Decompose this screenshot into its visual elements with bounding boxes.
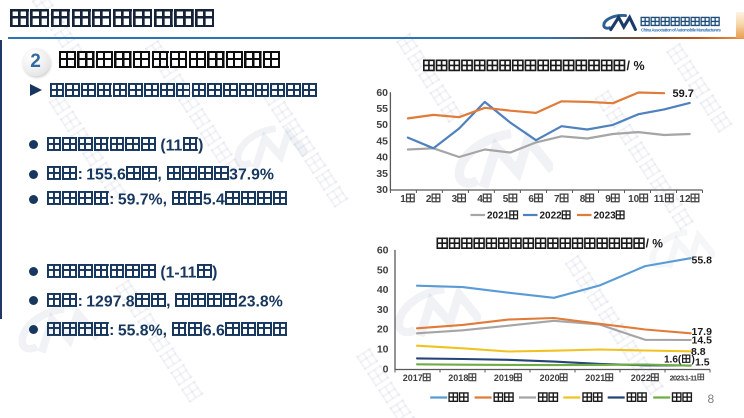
- svg-text:/ %: / %: [646, 237, 664, 251]
- svg-text:8: 8: [580, 194, 586, 205]
- svg-text:8: 8: [708, 392, 715, 406]
- svg-text:2018: 2018: [448, 373, 468, 383]
- svg-text:60: 60: [376, 87, 388, 99]
- svg-text:35: 35: [376, 168, 388, 180]
- svg-text:17.9: 17.9: [692, 326, 713, 338]
- svg-text:60: 60: [377, 245, 389, 257]
- svg-text:/ %: / %: [627, 59, 645, 73]
- svg-text:0: 0: [383, 363, 389, 375]
- svg-text:30: 30: [377, 304, 389, 316]
- svg-text:10: 10: [377, 344, 389, 356]
- svg-text:11: 11: [654, 194, 665, 205]
- svg-text:50: 50: [376, 119, 388, 131]
- svg-text:45: 45: [376, 135, 388, 147]
- svg-text:7: 7: [554, 194, 560, 205]
- svg-text:20: 20: [377, 324, 389, 336]
- svg-text:5: 5: [503, 194, 509, 205]
- svg-text:2019: 2019: [494, 373, 514, 383]
- svg-text:2017: 2017: [403, 373, 423, 383]
- svg-text:50: 50: [377, 264, 389, 276]
- svg-text:8.8: 8.8: [691, 346, 706, 358]
- svg-text:55: 55: [376, 103, 388, 115]
- svg-text:2023.1-11: 2023.1-11: [670, 373, 698, 382]
- svg-text:30: 30: [376, 184, 388, 196]
- svg-text:2022: 2022: [540, 211, 563, 222]
- svg-text:2023: 2023: [594, 211, 617, 222]
- svg-text:): ): [692, 355, 695, 366]
- svg-text:3: 3: [452, 194, 458, 205]
- svg-text:40: 40: [376, 152, 388, 164]
- svg-text:2021: 2021: [487, 211, 510, 222]
- svg-text:59.7: 59.7: [673, 88, 694, 100]
- svg-text:55.8: 55.8: [692, 255, 713, 267]
- svg-text:10: 10: [628, 194, 640, 205]
- svg-text:40: 40: [377, 284, 389, 296]
- svg-text:14.5: 14.5: [692, 335, 713, 347]
- svg-text:China Association of Automobil: China Association of Automobile Manufact…: [641, 27, 722, 32]
- svg-text:1.5: 1.5: [695, 357, 710, 369]
- svg-text:1.6(: 1.6(: [664, 355, 682, 366]
- svg-text:2022: 2022: [631, 373, 651, 383]
- svg-text:12: 12: [679, 194, 691, 205]
- svg-text:9: 9: [605, 194, 611, 205]
- svg-text:2: 2: [426, 194, 432, 205]
- svg-text:2020: 2020: [540, 373, 560, 383]
- svg-text:1: 1: [400, 194, 406, 205]
- svg-text:2021: 2021: [585, 373, 605, 383]
- svg-text:4: 4: [477, 194, 483, 205]
- svg-text:6: 6: [528, 194, 534, 205]
